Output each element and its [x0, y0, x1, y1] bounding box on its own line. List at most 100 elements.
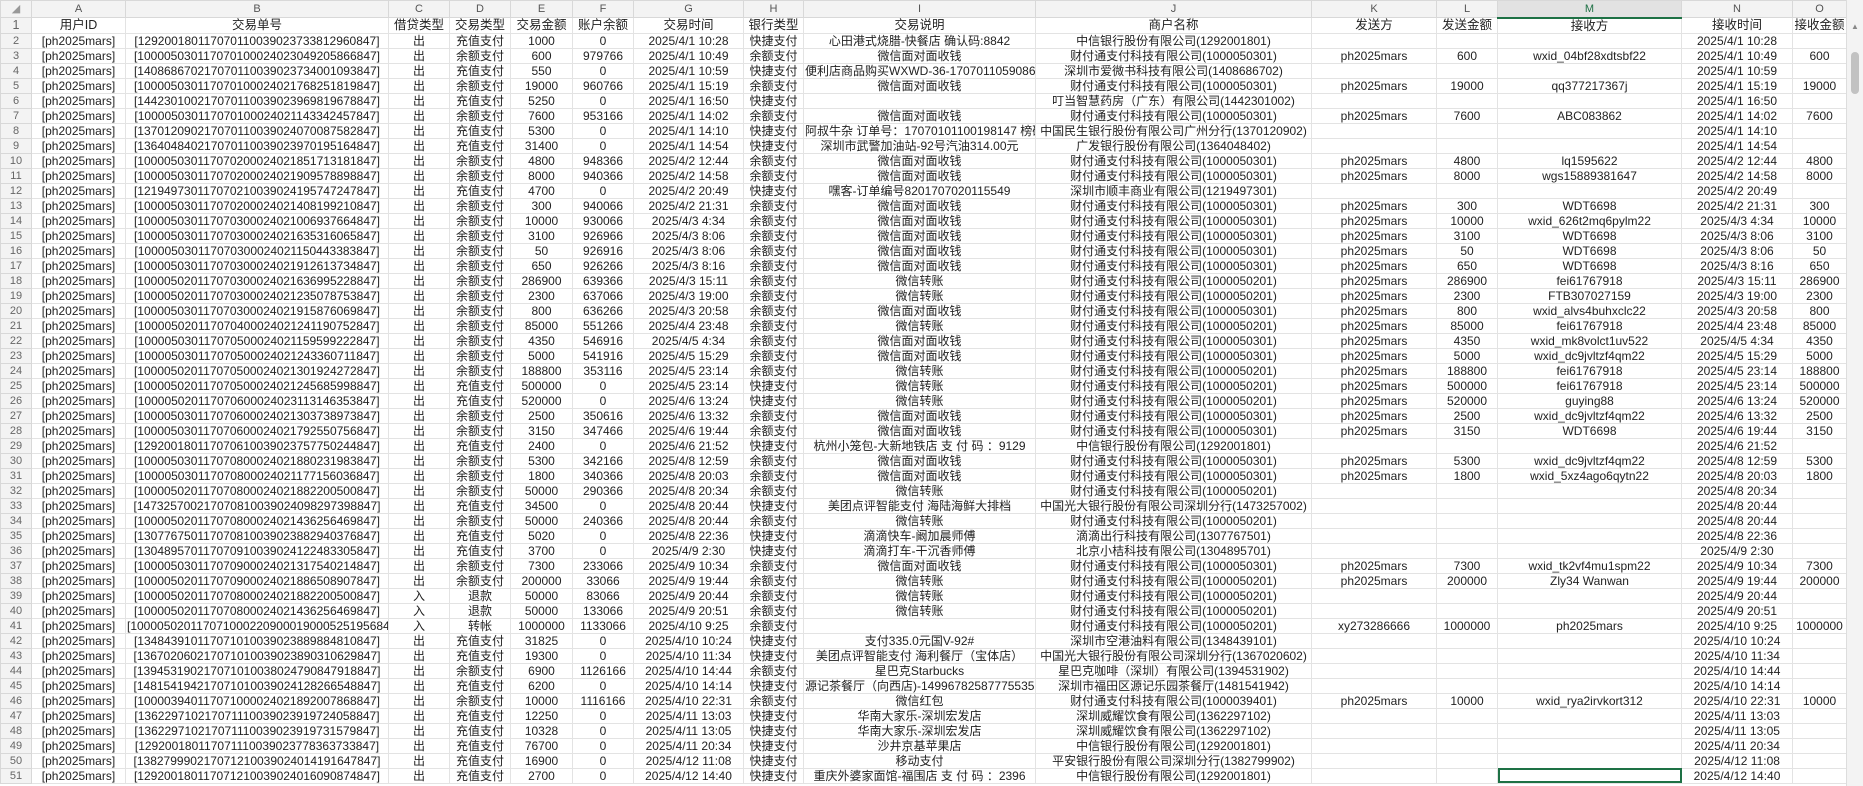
cell-a[interactable]: [ph2025mars]	[31, 542, 126, 559]
cell-a[interactable]: [ph2025mars]	[31, 647, 126, 664]
row-number[interactable]: 47	[0, 707, 32, 724]
column-header-i[interactable]: I	[803, 0, 1036, 18]
cell-m[interactable]: guying88	[1497, 392, 1682, 409]
cell-i[interactable]: 微信面对面收钱	[803, 257, 1036, 274]
cell-c[interactable]: 出	[388, 317, 450, 334]
cell-d[interactable]: 充值支付	[449, 677, 511, 694]
cell-o[interactable]	[1792, 92, 1847, 109]
cell-e[interactable]: 1000000	[510, 617, 573, 634]
cell-d[interactable]: 充值支付	[449, 62, 511, 79]
cell-f[interactable]: 639366	[572, 272, 634, 289]
cell-a[interactable]: [ph2025mars]	[31, 347, 126, 364]
cell-e[interactable]: 1800	[510, 467, 573, 484]
cell-b[interactable]: [136702060217071010039023890310629847]	[125, 647, 389, 664]
cell-b[interactable]: [100005030117070500024021243360711847]	[125, 347, 389, 364]
cell-e[interactable]: 300	[510, 197, 573, 214]
row-number[interactable]: 34	[0, 512, 32, 529]
cell-l[interactable]: 520000	[1436, 392, 1498, 409]
cell-d[interactable]: 余额支付	[449, 227, 511, 244]
cell-n[interactable]: 2025/4/6 13:32	[1681, 407, 1793, 424]
cell-i[interactable]: 微信转账	[803, 317, 1036, 334]
cell-o[interactable]: 4800	[1792, 152, 1847, 169]
cell-e[interactable]: 34500	[510, 497, 573, 514]
cell-m[interactable]: WDT6698	[1497, 197, 1682, 214]
cell-f[interactable]: 926916	[572, 242, 634, 259]
cell-h[interactable]: 快捷支付	[743, 707, 804, 724]
cell-e[interactable]: 10328	[510, 722, 573, 739]
cell-m[interactable]	[1497, 632, 1682, 649]
cell-b[interactable]: [100005030117070200024021408199210847]	[125, 197, 389, 214]
cell-f[interactable]: 636266	[572, 302, 634, 319]
cell-k[interactable]	[1311, 512, 1437, 529]
cell-n[interactable]: 2025/4/6 21:52	[1681, 437, 1793, 454]
cell-i[interactable]: 心田港式烧腊-快餐店 确认码:8842	[803, 32, 1036, 49]
cell-m[interactable]	[1497, 437, 1682, 454]
cell-m[interactable]: wgs15889381647	[1497, 167, 1682, 184]
cell-a[interactable]: [ph2025mars]	[31, 632, 126, 649]
cell-m[interactable]	[1497, 662, 1682, 679]
cell-i[interactable]: 微信面对面收钱	[803, 227, 1036, 244]
cell-n[interactable]: 2025/4/10 10:24	[1681, 632, 1793, 649]
cell-k[interactable]: ph2025mars	[1311, 572, 1437, 589]
cell-n[interactable]: 2025/4/5 4:34	[1681, 332, 1793, 349]
cell-j[interactable]: 星巴克咖啡（深圳）有限公司(1394531902)	[1035, 662, 1312, 679]
cell-j[interactable]: 财付通支付科技有限公司(1000050201)	[1035, 392, 1312, 409]
cell-n[interactable]: 2025/4/10 14:14	[1681, 677, 1793, 694]
cell-j[interactable]: 财付通支付科技有限公司(1000050201)	[1035, 287, 1312, 304]
cell-k[interactable]: ph2025mars	[1311, 242, 1437, 259]
cell-l[interactable]	[1436, 737, 1498, 754]
cell-e[interactable]: 800	[510, 302, 573, 319]
cell-i[interactable]: 微信面对面收钱	[803, 107, 1036, 124]
column-header-d[interactable]: D	[449, 0, 511, 18]
cell-c[interactable]: 出	[388, 722, 450, 739]
cell-j[interactable]: 财付通支付科技有限公司(1000050301)	[1035, 212, 1312, 229]
cell-k[interactable]: ph2025mars	[1311, 77, 1437, 94]
cell-h[interactable]: 余额支付	[743, 242, 804, 259]
cell-c[interactable]: 出	[388, 767, 450, 784]
cell-k[interactable]	[1311, 497, 1437, 514]
header-cell-j[interactable]: 商户名称	[1035, 17, 1312, 34]
cell-c[interactable]: 出	[388, 227, 450, 244]
cell-d[interactable]: 余额支付	[449, 482, 511, 499]
row-number[interactable]: 50	[0, 752, 32, 769]
cell-g[interactable]: 2025/4/4 23:48	[633, 317, 744, 334]
cell-h[interactable]: 余额支付	[743, 467, 804, 484]
cell-g[interactable]: 2025/4/8 22:36	[633, 527, 744, 544]
row-number[interactable]: 3	[0, 47, 32, 64]
cell-f[interactable]: 930066	[572, 212, 634, 229]
cell-l[interactable]	[1436, 632, 1498, 649]
cell-i[interactable]: 华南大家乐-深圳宏发店	[803, 722, 1036, 739]
cell-a[interactable]: [ph2025mars]	[31, 767, 126, 784]
cell-h[interactable]: 快捷支付	[743, 677, 804, 694]
cell-o[interactable]	[1792, 767, 1847, 784]
cell-m[interactable]: ABC083862	[1497, 107, 1682, 124]
cell-b[interactable]: [129200180117071110039023778363733847]	[125, 737, 389, 754]
cell-d[interactable]: 充值支付	[449, 377, 511, 394]
row-number[interactable]: 19	[0, 287, 32, 304]
cell-c[interactable]: 出	[388, 527, 450, 544]
cell-f[interactable]: 0	[572, 62, 634, 79]
cell-i[interactable]: 支付335.0元国V-92#	[803, 632, 1036, 649]
cell-e[interactable]: 650	[510, 257, 573, 274]
cell-o[interactable]: 10000	[1792, 692, 1847, 709]
cell-j[interactable]: 深圳市空港油料有限公司(1348439101)	[1035, 632, 1312, 649]
cell-e[interactable]: 2400	[510, 437, 573, 454]
cell-e[interactable]: 2500	[510, 407, 573, 424]
cell-l[interactable]: 3150	[1436, 422, 1498, 439]
cell-o[interactable]	[1792, 527, 1847, 544]
cell-a[interactable]: [ph2025mars]	[31, 722, 126, 739]
cell-f[interactable]: 240366	[572, 512, 634, 529]
cell-e[interactable]: 50000	[510, 512, 573, 529]
cell-n[interactable]: 2025/4/1 15:19	[1681, 77, 1793, 94]
cell-i[interactable]	[803, 617, 1036, 634]
cell-c[interactable]: 出	[388, 677, 450, 694]
cell-m[interactable]: Zly34 Wanwan	[1497, 572, 1682, 589]
cell-f[interactable]: 0	[572, 677, 634, 694]
cell-i[interactable]: 重庆外婆家面馆-福围店 支 付 码 ：2396	[803, 767, 1036, 784]
row-number[interactable]: 45	[0, 677, 32, 694]
cell-j[interactable]: 深圳威耀饮食有限公司(1362297102)	[1035, 722, 1312, 739]
cell-d[interactable]: 余额支付	[449, 302, 511, 319]
cell-n[interactable]: 2025/4/3 20:58	[1681, 302, 1793, 319]
row-number[interactable]: 42	[0, 632, 32, 649]
cell-m[interactable]: fei61767918	[1497, 377, 1682, 394]
